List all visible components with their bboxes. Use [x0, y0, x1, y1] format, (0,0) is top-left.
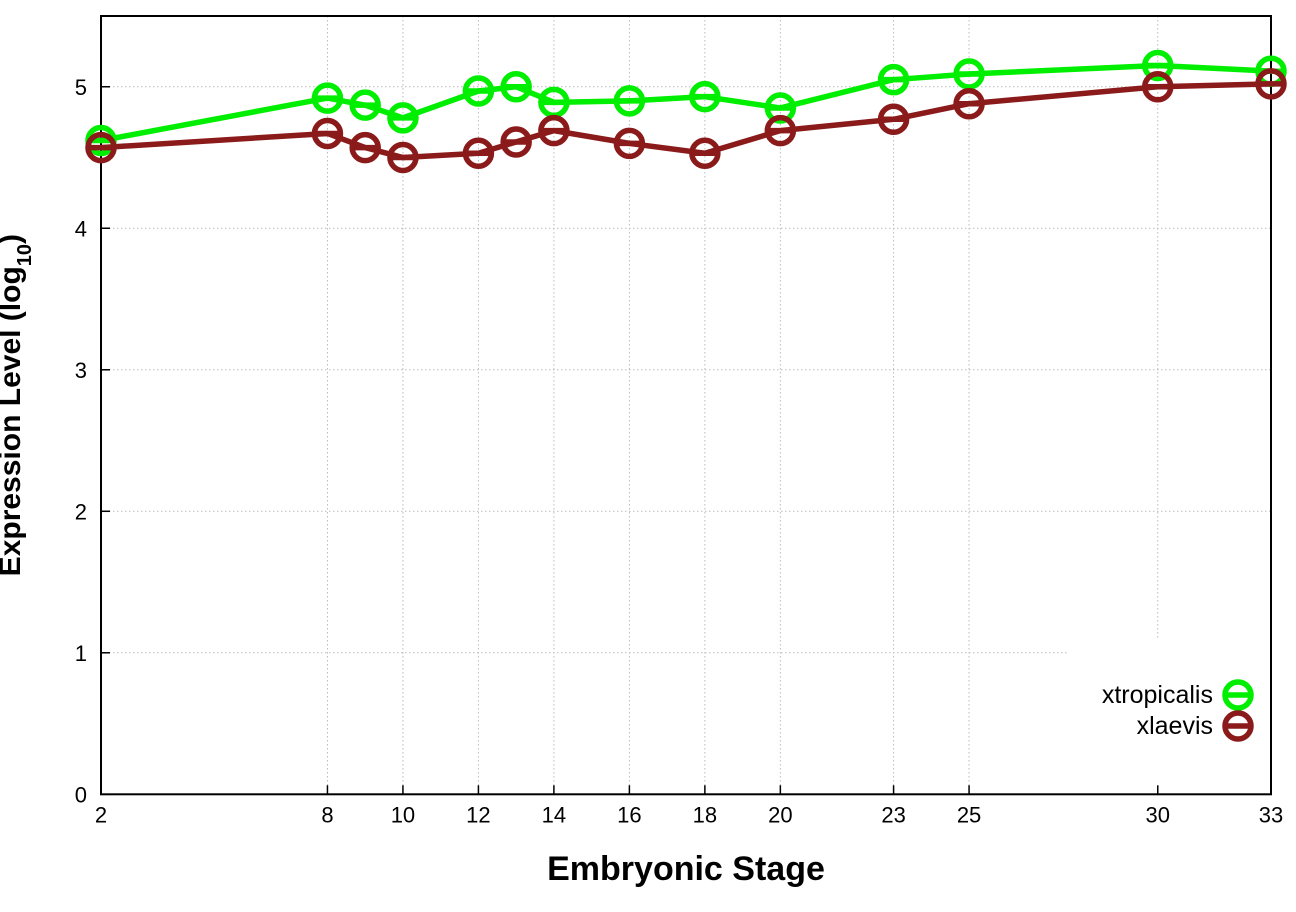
svg-text:30: 30	[1146, 802, 1170, 827]
svg-text:20: 20	[768, 802, 792, 827]
svg-text:16: 16	[617, 802, 641, 827]
svg-text:xlaevis: xlaevis	[1137, 712, 1213, 740]
svg-text:0: 0	[75, 782, 87, 807]
svg-text:Expression Level (log10): Expression Level (log10)	[0, 234, 36, 576]
svg-text:xtropicalis: xtropicalis	[1102, 681, 1213, 709]
svg-text:14: 14	[542, 802, 566, 827]
svg-text:5: 5	[75, 75, 87, 100]
svg-text:10: 10	[391, 802, 415, 827]
svg-text:23: 23	[881, 802, 905, 827]
svg-text:1: 1	[75, 641, 87, 666]
svg-text:12: 12	[466, 802, 490, 827]
svg-text:Embryonic Stage: Embryonic Stage	[547, 850, 825, 888]
svg-text:2: 2	[95, 802, 107, 827]
svg-text:3: 3	[75, 358, 87, 383]
svg-text:25: 25	[957, 802, 981, 827]
svg-text:8: 8	[321, 802, 333, 827]
svg-text:4: 4	[75, 216, 87, 241]
svg-text:2: 2	[75, 499, 87, 524]
svg-text:33: 33	[1259, 802, 1283, 827]
svg-text:18: 18	[693, 802, 717, 827]
